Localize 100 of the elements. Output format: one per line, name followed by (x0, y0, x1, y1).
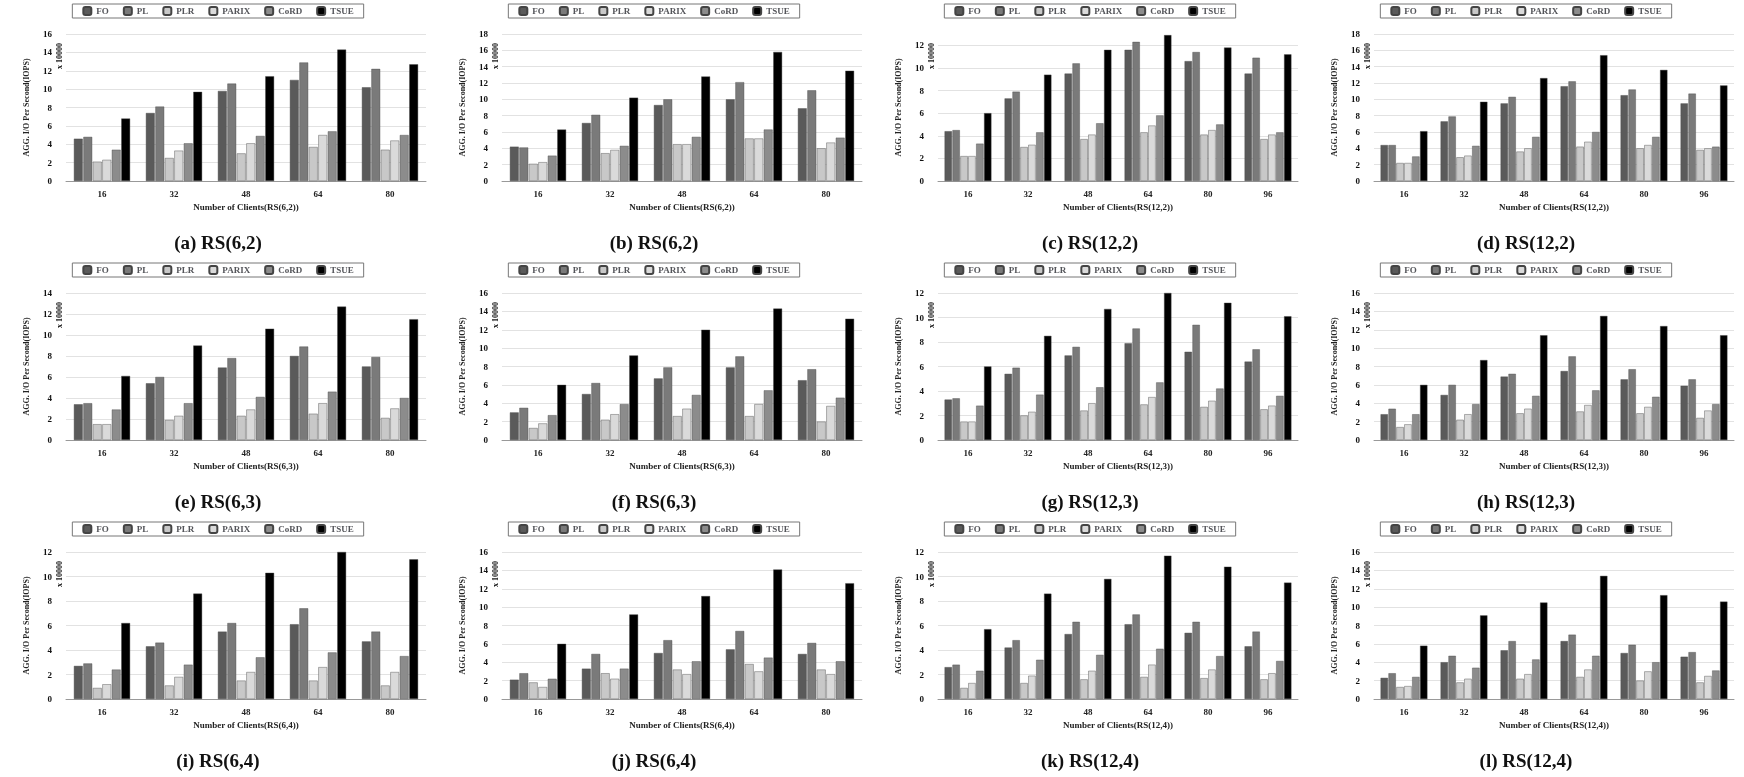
y-tick-label: 4 (1355, 143, 1361, 154)
y-axis-title: AGG. I/O Per Second(IOPS) (21, 317, 31, 416)
y-axis-title: AGG. I/O Per Second(IOPS) (457, 576, 467, 675)
legend-label: PL (1008, 6, 1021, 16)
legend-label: CoRD (1586, 524, 1611, 534)
y-tick-label: 0 (1355, 176, 1361, 186)
x-tick-label: 64 (749, 447, 759, 458)
legend-label: PL (572, 265, 585, 275)
x-tick-label: 80 (821, 706, 831, 717)
text: (g) RS(12,3) (1041, 491, 1139, 513)
legend-label: TSUE (330, 265, 354, 275)
legend-label: TSUE (1202, 6, 1226, 16)
legend-label: CoRD (278, 265, 303, 275)
legend-label: CoRD (1150, 524, 1175, 534)
y-tick-label: 4 (1355, 398, 1361, 409)
x-tick-label: 48 (1083, 447, 1093, 458)
y-tick-label: 10 (915, 62, 925, 73)
y-tick-label: 2 (483, 675, 489, 686)
x-tick-label: 16 (533, 706, 543, 717)
text: x 10000 (1362, 561, 1372, 587)
y-tick-label: 2 (919, 410, 925, 421)
text: x 10000 (926, 43, 936, 69)
legend-label: PLR (1048, 265, 1067, 275)
x-tick-label: 64 (1579, 706, 1589, 717)
x-tick-label: 32 (605, 447, 615, 458)
x-tick-label: 48 (1519, 447, 1529, 458)
y-tick-label: 0 (483, 176, 489, 186)
y-tick-label: 12 (1351, 324, 1361, 335)
y-tick-label: 8 (47, 102, 53, 113)
y-tick-label: 10 (915, 312, 925, 323)
y-tick-label: 10 (43, 330, 53, 340)
y-tick-label: 6 (483, 127, 489, 137)
legend-label: PARIX (1530, 524, 1559, 534)
y-tick-label: 8 (483, 620, 489, 631)
y-tick-label: 14 (1351, 565, 1361, 576)
legend-label: PARIX (1094, 265, 1123, 275)
x-tick-label: 48 (1083, 188, 1093, 199)
y-tick-label: 12 (43, 547, 53, 557)
x-axis-title: Number of Clients(RS(12,2)) (1062, 202, 1174, 213)
y-tick-label: 8 (47, 351, 53, 361)
y-tick-label: 14 (479, 565, 489, 576)
legend-label: PARIX (658, 524, 687, 534)
y-tick-label: 2 (47, 414, 53, 424)
text: x 10000 (926, 302, 936, 328)
y-tick-label: 14 (43, 47, 53, 58)
x-tick-label: 64 (749, 188, 759, 199)
y-tick-label: 8 (1355, 620, 1361, 631)
legend-label: PARIX (1094, 6, 1123, 16)
legend-label: PARIX (658, 265, 687, 275)
y-axis-title: AGG. I/O Per Second(IOPS) (893, 58, 903, 157)
legend-label: FO (532, 265, 545, 275)
y-tick-label: 6 (483, 379, 489, 390)
x-tick-label: 80 (385, 706, 395, 717)
x-axis-title: Number of Clients(RS(12,3)) (1062, 461, 1174, 472)
y-tick-label: 10 (43, 571, 53, 582)
legend-label: CoRD (1586, 265, 1611, 275)
legend-label: TSUE (330, 524, 354, 534)
text: x 10000 (926, 561, 936, 587)
legend-label: TSUE (1638, 6, 1662, 16)
legend-label: PLR (612, 6, 631, 16)
legend-label: PLR (612, 265, 631, 275)
x-tick-label: 96 (1263, 706, 1273, 717)
x-tick-label: 80 (821, 447, 831, 458)
legend-label: FO (96, 265, 109, 275)
y-tick-label: 12 (915, 547, 925, 557)
legend-label: FO (532, 524, 545, 534)
legend-label: TSUE (766, 265, 790, 275)
y-tick-label: 4 (919, 386, 925, 396)
x-tick-label: 80 (1203, 706, 1213, 717)
x-tick-label: 64 (1143, 188, 1153, 199)
legend-label: PLR (176, 6, 195, 16)
x-tick-label: 64 (313, 447, 323, 458)
x-tick-label: 80 (1639, 188, 1649, 199)
y-tick-label: 12 (1351, 583, 1361, 594)
legend-label: PL (1444, 265, 1457, 275)
x-tick-label: 32 (169, 447, 179, 458)
legend-label: FO (532, 6, 545, 16)
x-tick-label: 16 (533, 188, 543, 199)
y-tick-label: 4 (47, 393, 53, 403)
text: x 10000 (490, 302, 500, 328)
y-tick-label: 10 (1351, 343, 1361, 354)
x-tick-label: 32 (1023, 447, 1033, 458)
x-tick-label: 48 (677, 706, 687, 717)
y-axis-title: AGG. I/O Per Second(IOPS) (1329, 576, 1339, 675)
legend-label: PARIX (222, 524, 251, 534)
legend-label: PARIX (222, 6, 251, 16)
x-tick-label: 80 (385, 447, 395, 458)
legend-label: PLR (1484, 524, 1503, 534)
x-tick-label: 64 (749, 706, 759, 717)
x-tick-label: 16 (1399, 706, 1409, 717)
x-tick-label: 16 (533, 447, 543, 458)
x-tick-label: 48 (241, 447, 251, 458)
x-axis-title: Number of Clients(RS(12,4)) (1498, 720, 1610, 731)
y-tick-label: 2 (1355, 159, 1361, 170)
y-tick-label: 0 (47, 176, 53, 186)
y-tick-label: 0 (47, 694, 53, 704)
legend-label: CoRD (714, 6, 739, 16)
legend-label: TSUE (330, 6, 354, 16)
legend-label: CoRD (714, 265, 739, 275)
y-tick-label: 16 (1351, 547, 1361, 557)
